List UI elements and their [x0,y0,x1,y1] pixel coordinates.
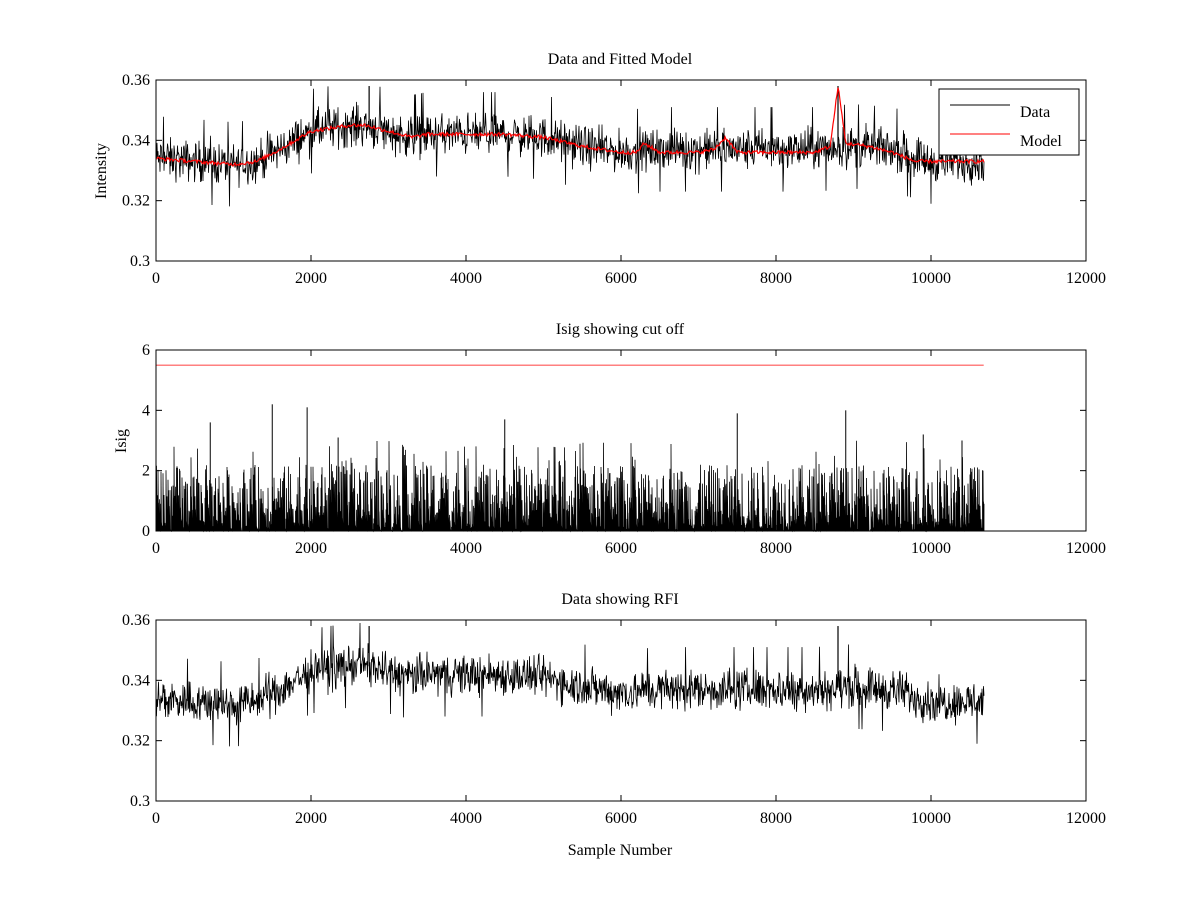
series-model-line [156,87,985,167]
y-tick-label: 2 [142,463,150,480]
x-tick-label: 4000 [450,540,482,557]
y-tick-label: 0.34 [122,672,150,689]
panel-3-xlabel: Sample Number [568,842,673,859]
panel-data-rfi: Data showing RFI 0 2000 4000 6000 8000 10000 1… [122,591,1106,859]
x-tick-label: 6000 [605,540,637,557]
y-tick-label: 0.36 [122,72,150,89]
y-tick-label: 4 [142,402,150,419]
x-tick-label: 0 [152,810,160,827]
x-tick-label: 2000 [295,270,327,287]
y-tick-label: 0.3 [130,253,150,270]
x-tick-label: 8000 [760,810,792,827]
panel-2-ticks: 0 2000 4000 6000 8000 10000 12000 0 2 4 6 [142,342,1106,557]
panel-3-plot [155,622,985,747]
x-tick-label: 6000 [605,270,637,287]
panel-2-ylabel: Isig [113,429,130,453]
series-data-line [155,86,985,207]
series-trace-line [155,622,985,747]
x-tick-label: 2000 [295,810,327,827]
y-tick-label: 0.3 [130,793,150,810]
y-tick-label: 0 [142,523,150,540]
x-tick-label: 10000 [911,540,951,557]
panel-3-ticks: 0 2000 4000 6000 8000 10000 12000 0.3 0.32 0.34 0.… [122,612,1106,827]
x-tick-label: 10000 [911,270,951,287]
panel-1-ticks: 0 2000 4000 6000 8000 10000 12000 0.3 0.32 0.34 0.… [122,72,1106,287]
panel-1-title: Data and Fitted Model [548,51,693,68]
x-tick-label: 0 [152,540,160,557]
panel-isig: Isig showing cut off Isig 0 2000 4000 6000 8… [113,321,1106,557]
panel-1-plot [155,86,985,207]
y-tick-label: 6 [142,342,150,359]
legend: Data Model [938,88,1080,156]
panel-data-and-model: Data and Fitted Model Intensity 0 2000 400… [93,51,1106,287]
panel-2-title: Isig showing cut off [556,321,685,338]
panel-3-title: Data showing RFI [561,591,678,608]
y-tick-label: 0.32 [122,193,150,210]
y-tick-label: 0.34 [122,132,150,149]
x-tick-label: 10000 [911,810,951,827]
x-tick-label: 8000 [760,270,792,287]
panel-1-ylabel: Intensity [93,143,110,199]
x-tick-label: 12000 [1066,810,1106,827]
x-tick-label: 0 [152,270,160,287]
x-tick-label: 4000 [450,270,482,287]
legend-box [938,88,1080,156]
x-tick-label: 12000 [1066,270,1106,287]
y-tick-label: 0.32 [122,733,150,750]
panel-2-plot [155,364,985,533]
legend-model-label: Model [1020,133,1062,150]
x-tick-label: 4000 [450,810,482,827]
x-tick-label: 8000 [760,540,792,557]
x-tick-label: 2000 [295,540,327,557]
legend-data-label: Data [1020,104,1050,121]
x-tick-label: 12000 [1066,540,1106,557]
y-tick-label: 0.36 [122,612,150,629]
x-tick-label: 6000 [605,810,637,827]
